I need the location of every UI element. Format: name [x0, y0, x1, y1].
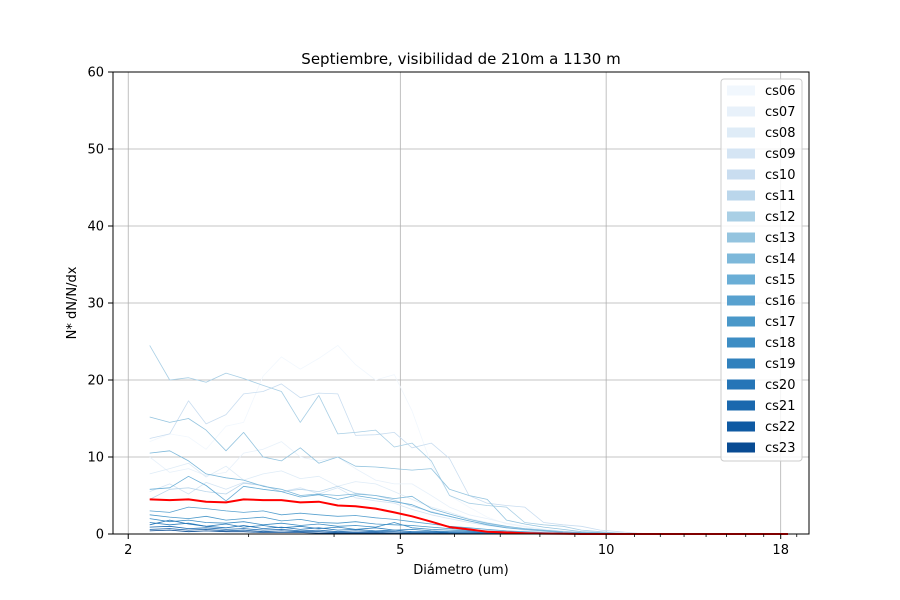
y-axis-label: N* dN/N/dx — [65, 266, 80, 339]
legend-swatch-cs21 — [727, 400, 755, 411]
legend-label-cs14: cs14 — [765, 252, 795, 267]
legend-label-cs19: cs19 — [765, 357, 795, 372]
legend-swatch-cs12 — [727, 211, 755, 222]
legend-swatch-cs23 — [727, 442, 755, 453]
legend-label-cs11: cs11 — [765, 189, 795, 204]
legend-swatch-cs07 — [727, 106, 755, 117]
legend-label-cs08: cs08 — [765, 126, 795, 141]
legend-swatch-cs16 — [727, 295, 755, 306]
legend-label-cs15: cs15 — [765, 273, 795, 288]
legend-swatch-cs11 — [727, 190, 755, 201]
legend-label-cs06: cs06 — [765, 84, 795, 99]
legend-swatch-cs17 — [727, 316, 755, 327]
y-tick-label: 10 — [87, 451, 104, 466]
x-axis-label: Diámetro (um) — [413, 563, 509, 578]
legend-swatch-cs06 — [727, 85, 755, 96]
legend-label-cs20: cs20 — [765, 378, 795, 393]
x-axis-ticks: 2 5 10 18 — [124, 534, 798, 558]
x-tick-label: 18 — [772, 543, 789, 558]
x-tick-label: 5 — [396, 543, 404, 558]
legend-swatch-cs18 — [727, 337, 755, 348]
legend-swatch-cs20 — [727, 379, 755, 390]
y-tick-label: 50 — [87, 143, 104, 158]
x-tick-label: 10 — [598, 543, 615, 558]
legend-label-cs18: cs18 — [765, 336, 795, 351]
legend-label-cs12: cs12 — [765, 210, 795, 225]
y-tick-label: 40 — [87, 220, 104, 235]
x-tick-label: 2 — [124, 543, 132, 558]
legend-swatch-cs19 — [727, 358, 755, 369]
legend-label-cs10: cs10 — [765, 168, 795, 183]
legend-label-cs07: cs07 — [765, 105, 795, 120]
legend-swatch-cs13 — [727, 232, 755, 243]
legend-label-cs22: cs22 — [765, 420, 795, 435]
legend-swatch-cs22 — [727, 421, 755, 432]
legend-swatch-cs15 — [727, 274, 755, 285]
y-tick-label: 30 — [87, 297, 104, 312]
legend-label-cs09: cs09 — [765, 147, 795, 162]
y-tick-label: 20 — [87, 374, 104, 389]
legend-label-cs17: cs17 — [765, 315, 795, 330]
y-tick-label: 60 — [87, 66, 104, 81]
legend: cs06 cs07 cs08 cs09 cs10 cs11 cs12 cs13 cs14 cs15… — [720, 78, 803, 462]
legend-swatch-cs14 — [727, 253, 755, 264]
y-axis-ticks: 0 10 20 30 40 50 60 — [87, 66, 113, 543]
chart-title: Septiembre, visibilidad de 210m a 1130 m — [301, 50, 620, 68]
legend-swatch-cs08 — [727, 127, 755, 138]
legend-swatch-cs10 — [727, 169, 755, 180]
legend-label-cs23: cs23 — [765, 441, 795, 456]
legend-label-cs21: cs21 — [765, 399, 795, 414]
legend-swatch-cs09 — [727, 148, 755, 159]
legend-label-cs13: cs13 — [765, 231, 795, 246]
y-tick-label: 0 — [96, 528, 104, 543]
legend-label-cs16: cs16 — [765, 294, 795, 309]
